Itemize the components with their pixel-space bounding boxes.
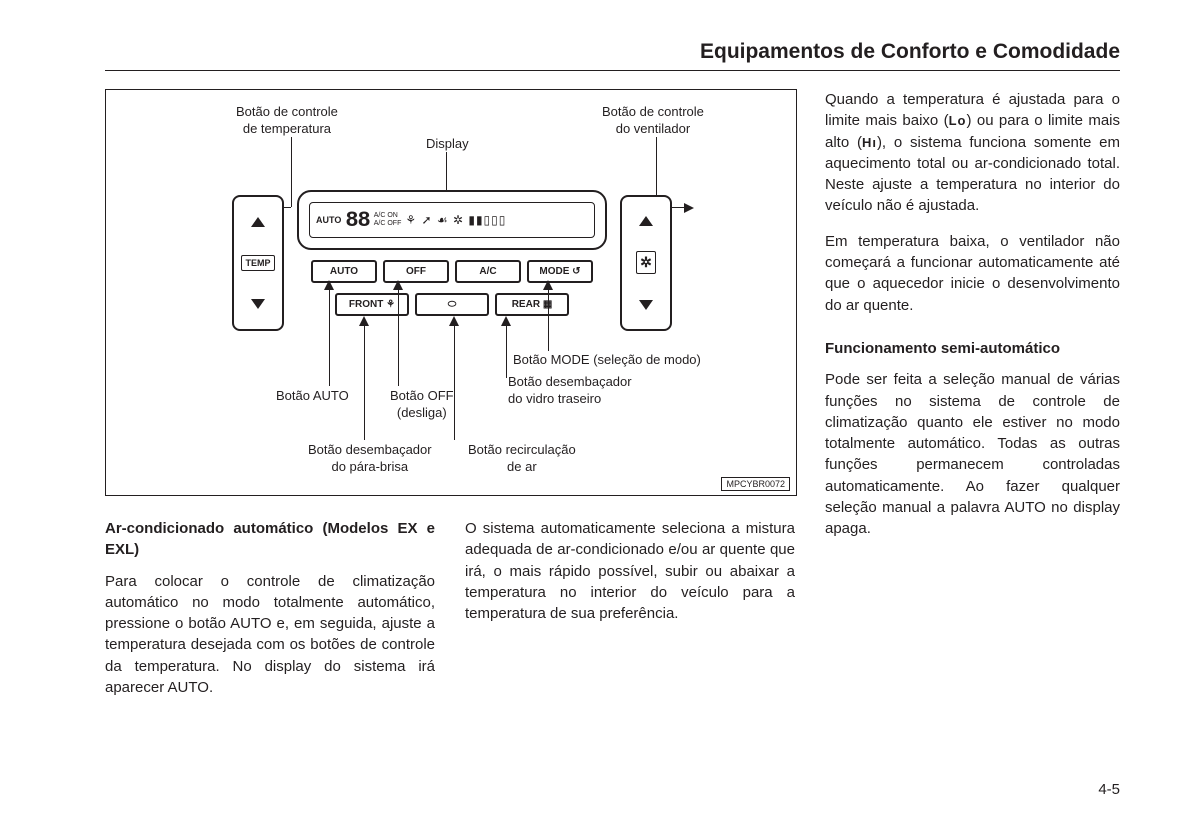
display-ac: A/C ONA/C OFF — [374, 212, 402, 227]
display-seg: 88 — [345, 208, 369, 233]
display-frame: AUTO 88 A/C ONA/C OFF ⚘ ➚ ☙ ✲ ▮▮▯▯▯ — [297, 190, 607, 250]
mode-button: MODE ↺ — [527, 260, 593, 283]
subheading-auto-ac: Ar-condicionado automático (Modelos EX e… — [105, 518, 435, 561]
auto-button: AUTO — [311, 260, 377, 283]
para-limits: Quando a temperatura é ajustada para o l… — [825, 89, 1120, 217]
lo-glyph: Lo — [949, 113, 967, 128]
fan-down-icon — [639, 300, 653, 310]
diagram-code: MPCYBR0072 — [721, 477, 790, 491]
label-rear-defrost: Botão desembaçadordo vidro traseiro — [508, 374, 632, 408]
temp-rocker: TEMP — [232, 195, 284, 331]
display-mode-icons: ⚘ ➚ ☙ ✲ ▮▮▯▯▯ — [405, 213, 506, 227]
label-auto-btn: Botão AUTO — [276, 388, 349, 405]
rear-defrost-button: REAR ▦ — [495, 293, 569, 316]
: Botão MODE (seleção de modo) — [513, 352, 701, 369]
label-off-btn: Botão OFF(desliga) — [390, 388, 454, 422]
recirc-button: ⬭ — [415, 293, 489, 316]
display-auto: AUTO — [316, 215, 341, 225]
label-temp-control: Botão de controlede temperatura — [236, 104, 338, 138]
fan-icon: ✲ — [636, 251, 656, 274]
para-lowtemp: Em temperatura baixa, o ventilador não c… — [825, 231, 1120, 316]
ac-button: A/C — [455, 260, 521, 283]
para-auto-1: Para colocar o controle de climatização … — [105, 571, 435, 699]
para-semiauto: Pode ser feita a seleção manual de vária… — [825, 369, 1120, 539]
climate-control-diagram: Botão de controlede temperatura Display … — [105, 89, 797, 496]
hi-glyph: Hı — [862, 135, 877, 150]
temp-down-icon — [251, 299, 265, 309]
label-recirc: Botão recirculaçãode ar — [468, 442, 576, 476]
page-title: Equipamentos de Conforto e Comodidade — [105, 40, 1120, 71]
temp-up-icon — [251, 217, 265, 227]
para-auto-2: O sistema automaticamente seleciona a mi… — [465, 518, 795, 624]
label-display: Display — [426, 136, 469, 153]
fan-up-icon — [639, 216, 653, 226]
page-number: 4-5 — [1098, 781, 1120, 798]
temp-label: TEMP — [241, 255, 274, 271]
label-front-defrost: Botão desembaçadordo pára-brisa — [308, 442, 432, 476]
subheading-semiauto: Funcionamento semi-automático — [825, 338, 1120, 359]
fan-rocker: ✲ — [620, 195, 672, 331]
label-fan-control: Botão de controledo ventilador — [602, 104, 704, 138]
